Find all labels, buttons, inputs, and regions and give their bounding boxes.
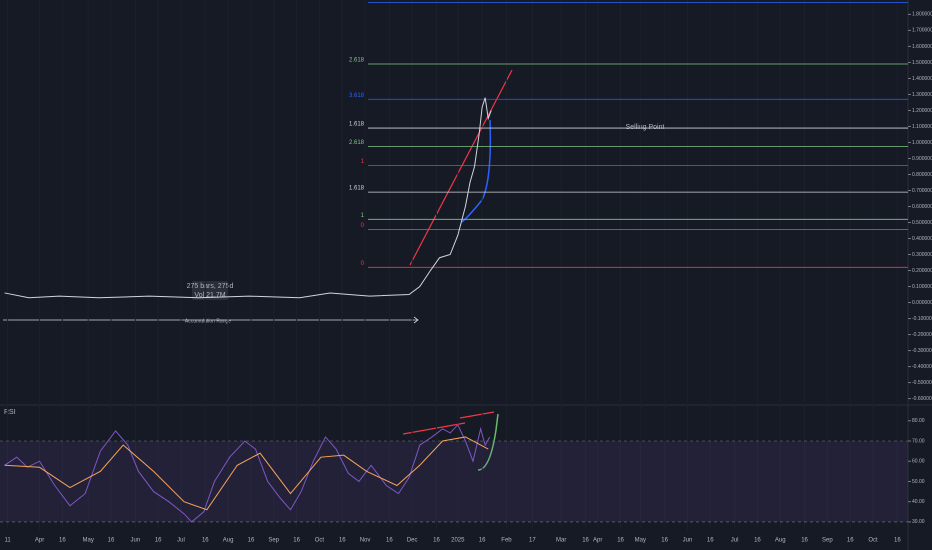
x-tick-label: 16	[108, 538, 115, 544]
y-tick-label: -0.100000	[912, 316, 932, 322]
x-tick-label: 16	[707, 538, 714, 544]
measure-text: Vol 21.7M	[194, 292, 225, 299]
x-tick-label: 16	[248, 538, 255, 544]
x-tick-label: 16	[617, 538, 624, 544]
y-tick-label: 0.800000	[912, 172, 932, 178]
y-tick-label: 1.200000	[912, 108, 932, 114]
x-tick-label: Jun	[131, 538, 141, 544]
x-tick-label: Oct	[868, 538, 878, 544]
rsi-projection	[477, 413, 499, 471]
fib-label: 0	[361, 261, 365, 267]
y-tick-label: -0.300000	[912, 348, 932, 354]
x-tick-label: 16	[155, 538, 162, 544]
x-tick-label: May	[83, 538, 94, 544]
x-tick-label: 11	[4, 538, 11, 544]
y-tick-label: 1.400000	[912, 76, 932, 82]
x-tick-label: 16	[894, 538, 901, 544]
y-tick-label: 60.00	[912, 459, 925, 465]
x-tick-label: 16	[479, 538, 486, 544]
x-tick-label: 16	[582, 538, 589, 544]
x-tick-label: 16	[386, 538, 393, 544]
y-tick-label: 0.500000	[912, 220, 932, 226]
arrow-head	[413, 316, 419, 324]
x-tick-label: Sep	[822, 538, 833, 544]
fib-label: 2.618	[349, 58, 365, 64]
y-tick-label: 1.100000	[912, 124, 932, 130]
y-tick-label: 1.800000	[912, 12, 932, 18]
y-tick-label: -0.200000	[912, 332, 932, 338]
x-tick-label: 16	[339, 538, 346, 544]
x-tick-label: 16	[661, 538, 668, 544]
x-tick-label: Jul	[177, 538, 185, 544]
y-tick-label: 40.00	[912, 499, 925, 505]
y-tick-label: 1.000000	[912, 140, 932, 146]
fib-label: 1.618	[349, 122, 365, 128]
y-tick-label: 1.600000	[912, 44, 932, 50]
y-tick-label: 0.400000	[912, 236, 932, 242]
x-tick-label: 16	[202, 538, 209, 544]
y-tick-label: 0.600000	[912, 204, 932, 210]
rsi-trend	[402, 422, 466, 435]
x-tick-label: 16	[59, 538, 66, 544]
x-tick-label: Aug	[223, 538, 234, 544]
fib-label: 1	[361, 159, 365, 165]
x-tick-label: Jun	[683, 538, 693, 544]
y-tick-label: 0.900000	[912, 156, 932, 162]
x-tick-label: 17	[529, 538, 536, 544]
rsi-band	[0, 441, 908, 522]
trend-line	[409, 69, 513, 266]
x-tick-label: May	[635, 538, 646, 544]
x-tick-label: 16	[847, 538, 854, 544]
series-line	[4, 97, 492, 299]
x-tick-label: 16	[754, 538, 761, 544]
x-tick-label: Apr	[35, 538, 44, 544]
y-tick-label: 0.200000	[912, 268, 932, 274]
y-tick-label: 0.300000	[912, 252, 932, 258]
x-tick-label: Jul	[731, 538, 739, 544]
y-tick-label: 0.700000	[912, 188, 932, 194]
series-line	[4, 423, 491, 523]
measure-text: 275 bars, 275d	[187, 283, 234, 290]
y-tick-label: 0.000000	[912, 300, 932, 306]
x-tick-label: 16	[433, 538, 440, 544]
target-label: Selling Point	[626, 124, 665, 131]
fib-label: 2.618	[349, 140, 365, 146]
y-tick-label: 70.00	[912, 438, 925, 444]
y-tick-label: 1.500000	[912, 60, 932, 66]
y-tick-label: 1.300000	[912, 92, 932, 98]
x-tick-label: Mar	[556, 538, 566, 544]
x-tick-label: Dec	[407, 538, 418, 544]
series-line	[4, 436, 489, 511]
fib-label: 1.618	[349, 186, 365, 192]
rsi-title: RSI	[4, 409, 16, 416]
x-tick-label: Apr	[593, 538, 602, 544]
y-tick-label: 50.00	[912, 479, 925, 485]
y-tick-label: 1.700000	[912, 28, 932, 34]
y-tick-label: -0.400000	[912, 364, 932, 370]
y-tick-label: 30.00	[912, 519, 925, 525]
y-tick-label: -0.500000	[912, 380, 932, 386]
y-tick-label: 0.100000	[912, 284, 932, 290]
x-tick-label: Nov	[360, 538, 371, 544]
x-tick-label: Feb	[501, 538, 512, 544]
y-tick-label: 80.00	[912, 418, 925, 424]
x-tick-label: Aug	[775, 538, 786, 544]
fib-label: 3.618	[349, 93, 365, 99]
rsi-trend	[459, 411, 495, 419]
x-tick-label: 16	[293, 538, 300, 544]
x-tick-label: Oct	[315, 538, 325, 544]
measure-box	[192, 281, 228, 300]
range-label: Accumulation Range	[185, 318, 231, 324]
x-tick-label: Sep	[268, 538, 279, 544]
fib-label: 0	[361, 223, 365, 229]
y-tick-label: -0.600000	[912, 396, 932, 402]
x-tick-label: 16	[801, 538, 808, 544]
fib-label: 1	[361, 213, 365, 219]
x-tick-label: 2025	[451, 538, 465, 544]
